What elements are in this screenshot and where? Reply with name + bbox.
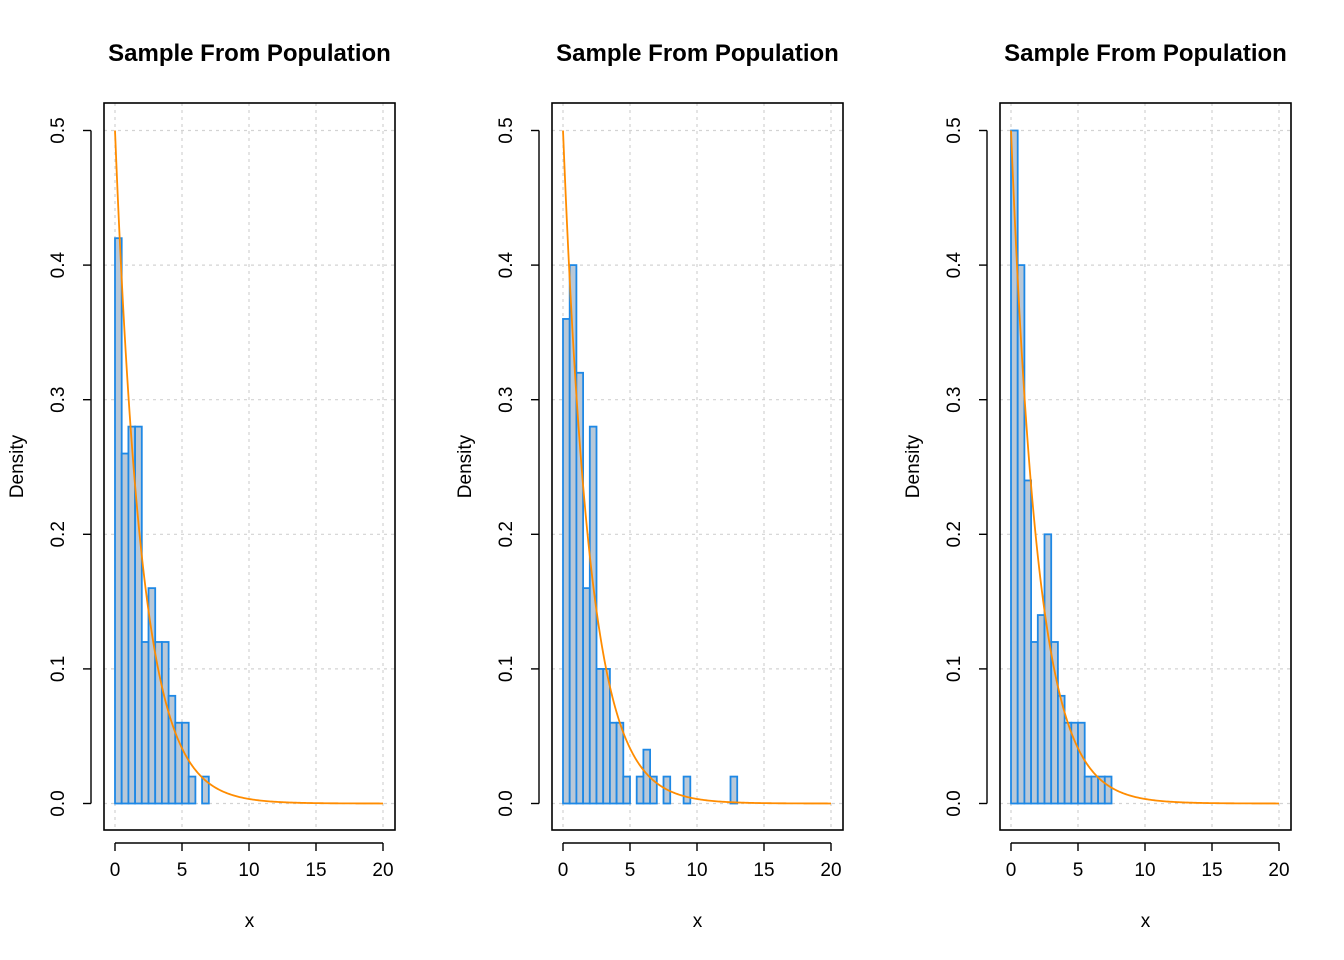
histogram-bar (1103, 775, 1113, 805)
x-tick-label: 20 (820, 860, 841, 881)
histogram-bar (582, 587, 591, 805)
y-tick-label: 0.4 (944, 251, 965, 278)
y-tick-label: 0.0 (496, 790, 517, 816)
histogram-bar (595, 668, 605, 805)
histogram-bar (615, 721, 625, 805)
x-tick-label: 15 (305, 860, 326, 881)
y-tick-label: 0.1 (944, 656, 965, 682)
histogram-bar (1063, 721, 1073, 805)
y-axis-label: Density (455, 434, 476, 498)
x-tick-label: 20 (372, 860, 393, 881)
y-tick-label: 0.2 (496, 521, 517, 547)
x-tick-label: 5 (1073, 860, 1084, 881)
histogram-bar (622, 775, 631, 805)
histogram-bar (187, 775, 197, 805)
histogram-bar (1010, 129, 1019, 805)
x-tick-label: 10 (1134, 860, 1155, 881)
histogram-bar (181, 721, 190, 805)
histogram-bar (635, 775, 645, 805)
histogram-bar (649, 775, 658, 805)
histogram-bar (588, 425, 598, 805)
y-tick-label: 0.0 (944, 790, 965, 816)
histogram-bar (1077, 721, 1086, 805)
chart-title: Sample From Population (108, 40, 391, 67)
histogram-bar (1050, 641, 1059, 805)
y-tick-label: 0.2 (944, 521, 965, 547)
density-curve (562, 130, 831, 805)
histogram-bar (1030, 641, 1039, 805)
x-tick-label: 15 (1201, 860, 1222, 881)
histogram-bar (120, 452, 130, 805)
x-tick-label: 0 (1006, 860, 1017, 881)
y-tick-label: 0.2 (48, 521, 69, 547)
x-tick-label: 10 (686, 860, 707, 881)
x-tick-label: 20 (1268, 860, 1289, 881)
chart-panel-3: 0 5 10 15 20 0.0 0.1 0.2 0.3 0.4 0.5 Sample From Po… (903, 40, 1292, 932)
x-tick-label: 5 (625, 860, 636, 881)
plot-frame (999, 102, 1292, 831)
chart-title: Sample From Population (556, 40, 839, 67)
x-axis-label: x (693, 911, 703, 932)
x-tick-label: 5 (177, 860, 188, 881)
chart-panel-2: 0 5 10 15 20 0.0 0.1 0.2 0.3 0.4 0.5 Sample From Po… (455, 40, 844, 932)
histogram-bar (729, 775, 739, 805)
density-curve (1010, 130, 1279, 805)
y-tick-label: 0.4 (496, 251, 517, 278)
histogram-bar (154, 641, 163, 805)
histogram-bar (609, 721, 618, 805)
y-tick-label: 0.3 (944, 386, 965, 412)
chart-panel-1: 0 5 10 15 20 0.0 0.1 0.2 0.3 0.4 0.5 Sample From Po… (7, 40, 396, 932)
y-tick-label: 0.3 (48, 386, 69, 412)
histogram-bar (682, 775, 692, 805)
y-tick-label: 0.1 (496, 656, 517, 682)
histogram-bar (167, 694, 177, 805)
y-tick-label: 0.1 (48, 656, 69, 682)
x-axis-label: x (245, 911, 255, 932)
histogram-bar (1023, 479, 1033, 805)
x-tick-label: 15 (753, 860, 774, 881)
histogram-bar (1043, 533, 1053, 805)
histogram-bar (201, 775, 210, 805)
y-tick-label: 0.0 (48, 790, 69, 816)
plot-frame (551, 102, 844, 831)
y-tick-label: 0.5 (496, 117, 517, 143)
y-tick-label: 0.5 (944, 117, 965, 143)
y-tick-label: 0.4 (48, 251, 69, 278)
histogram-bar (1083, 775, 1093, 805)
density-curve (114, 130, 383, 805)
y-tick-label: 0.5 (48, 117, 69, 143)
histogram-bar (114, 237, 123, 805)
histogram-bar (562, 318, 571, 805)
y-axis-label: Density (903, 434, 924, 498)
histogram-bar (140, 641, 150, 805)
x-tick-label: 0 (558, 860, 569, 881)
histogram-bar (1090, 775, 1100, 805)
x-tick-label: 10 (238, 860, 259, 881)
x-tick-label: 0 (110, 860, 121, 881)
y-tick-label: 0.3 (496, 386, 517, 412)
plot-frame (103, 102, 396, 831)
histogram-bar (1036, 614, 1046, 805)
histogram-bar (134, 425, 143, 805)
y-axis-label: Density (7, 434, 28, 498)
chart-title: Sample From Population (1004, 40, 1287, 67)
histogram-bar (160, 641, 170, 805)
histogram-bar (602, 668, 611, 805)
x-axis-label: x (1141, 911, 1151, 932)
